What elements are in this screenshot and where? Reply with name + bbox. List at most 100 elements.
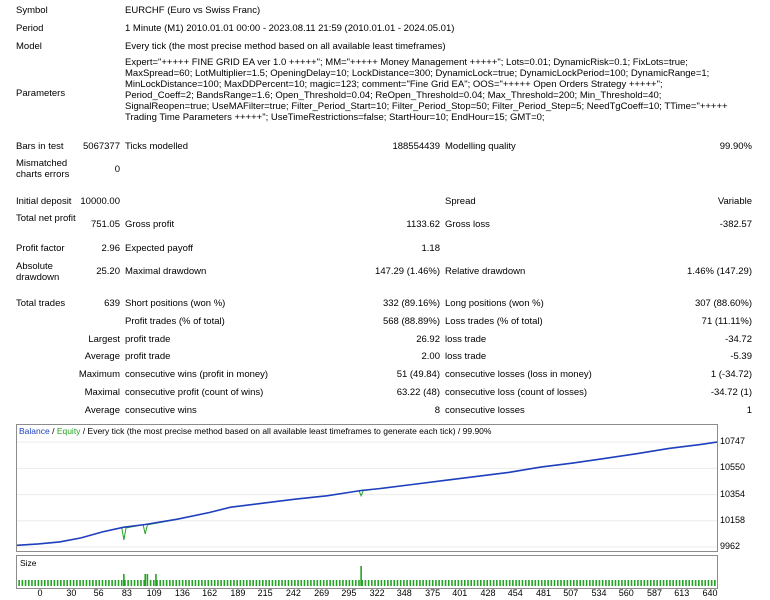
size-bar [220, 580, 222, 586]
size-bar [682, 580, 684, 586]
y-tick-label: 10550 [720, 462, 746, 473]
maximal-profit-label: consecutive profit (count of wins) [125, 387, 264, 398]
x-tick-label: 215 [257, 588, 273, 598]
size-bar [675, 580, 678, 586]
size-bar [428, 580, 431, 586]
average-profit-label: profit trade [125, 351, 171, 362]
y-tick-label: 10354 [720, 488, 746, 499]
legend-separator: / [49, 426, 57, 436]
size-bar [310, 580, 312, 586]
size-bar [512, 580, 514, 586]
model-label: Model [16, 41, 42, 52]
size-bar [473, 580, 476, 586]
x-tick-label: 109 [146, 588, 162, 598]
initial-deposit-value: 10000.00 [80, 196, 120, 207]
size-bar [707, 580, 710, 586]
size-bar [191, 580, 194, 586]
size-bar [60, 580, 62, 586]
modelling-quality-value: 99.90% [719, 141, 752, 152]
size-bar [197, 580, 200, 586]
average-consecutive-wins-value: 8 [434, 405, 440, 416]
size-bar [175, 580, 178, 586]
size-bar [412, 580, 415, 586]
size-bar [294, 580, 296, 586]
size-bar [316, 580, 319, 586]
size-bar [624, 580, 626, 586]
size-bar [444, 580, 447, 586]
size-bar [463, 580, 466, 586]
expected-payoff-value: 1.18 [421, 243, 441, 254]
x-tick-label: 242 [285, 588, 301, 598]
balance-chart-frame [16, 424, 718, 552]
size-bar [637, 580, 639, 586]
size-bar [233, 580, 235, 586]
size-bar [140, 580, 142, 586]
size-bar [364, 580, 367, 586]
bars-in-test-value: 5067377 [83, 141, 120, 152]
size-bar [694, 580, 697, 586]
x-tick-label: 189 [230, 588, 246, 598]
size-bar [262, 580, 264, 586]
size-bar [348, 580, 351, 586]
size-bar [377, 580, 380, 586]
size-bar [127, 580, 129, 586]
size-bar [691, 580, 694, 586]
size-bar [556, 580, 559, 586]
size-bar [111, 580, 113, 586]
model-value: Every tick (the most precise method base… [125, 41, 446, 52]
size-bar [665, 580, 668, 586]
x-tick-label: 269 [314, 588, 330, 598]
size-bar [335, 580, 338, 586]
size-bar [104, 580, 107, 586]
total-trades-value: 639 [104, 298, 120, 309]
size-bar [27, 580, 30, 586]
gross-profit-value: 1133.62 [406, 219, 440, 230]
size-bar [155, 574, 157, 586]
ticks-modelled-value: 188554439 [392, 141, 440, 152]
total-trades-label: Total trades [16, 298, 66, 309]
size-bar [367, 580, 370, 586]
average-loss-label: loss trade [445, 351, 487, 362]
size-bar [21, 580, 24, 586]
balance-equity-chart [17, 441, 717, 548]
size-bar [540, 580, 543, 586]
x-tick-label: 401 [452, 588, 468, 598]
size-bar [169, 580, 171, 586]
size-bar [124, 580, 126, 586]
legend-description: / Every tick (the most precise method ba… [80, 426, 492, 436]
x-tick-label: 295 [341, 588, 357, 598]
size-bar [669, 580, 671, 586]
size-bar [300, 580, 303, 586]
size-bar [441, 580, 444, 586]
size-bar [585, 580, 588, 586]
size-bar [422, 580, 424, 586]
size-bar [710, 580, 713, 586]
maximum-wins-value: 51 (49.84) [396, 369, 440, 380]
size-bar [630, 580, 633, 586]
size-bar [281, 580, 283, 586]
size-bar [621, 580, 623, 586]
size-bar [66, 580, 69, 586]
size-bar [579, 580, 582, 586]
short-positions-value: 332 (89.16%) [382, 298, 440, 309]
size-bar [406, 580, 408, 586]
legend-balance: Balance [19, 426, 50, 436]
size-bar [688, 580, 691, 586]
gross-loss-value: -382.57 [719, 219, 752, 230]
size-bar [572, 580, 575, 586]
size-bar [454, 580, 456, 586]
size-bar [274, 580, 277, 586]
size-bar [24, 580, 27, 586]
size-bar [120, 580, 123, 586]
size-bar [31, 580, 33, 586]
size-bar [242, 580, 245, 586]
size-bar [303, 580, 306, 586]
x-tick-label: 613 [674, 588, 690, 598]
x-tick-label: 162 [202, 588, 218, 598]
size-bar [467, 580, 469, 586]
gross-profit-label: Gross profit [125, 219, 175, 230]
size-bar [553, 580, 556, 586]
size-bar [659, 580, 662, 586]
size-bar [98, 580, 101, 586]
size-bar [608, 580, 610, 586]
